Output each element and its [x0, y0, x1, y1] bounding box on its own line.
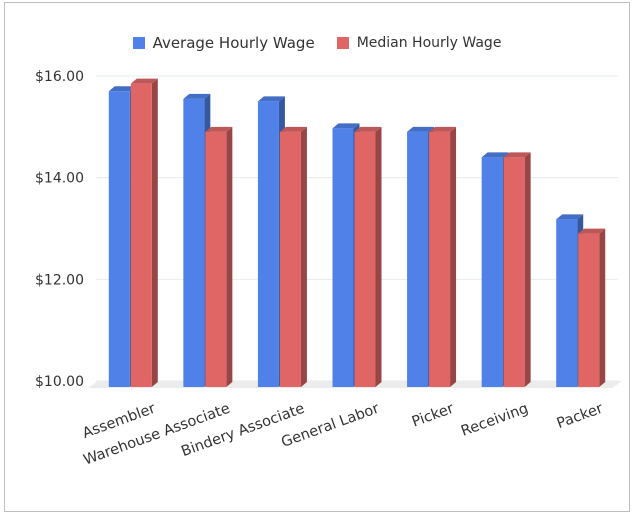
bar-top	[130, 78, 158, 84]
bar	[578, 233, 600, 387]
bar-top	[503, 152, 531, 158]
bar	[354, 131, 376, 387]
bar-top	[257, 96, 285, 102]
bar	[279, 131, 301, 387]
x-tick-label: Receiving	[459, 401, 531, 440]
bar	[556, 219, 578, 387]
legend-label-median: Median Hourly Wage	[356, 35, 502, 51]
legend-item-average[interactable]: Average Hourly Wage	[132, 34, 315, 52]
legend-item-median[interactable]: Median Hourly Wage	[336, 35, 502, 51]
x-axis-labels: Assembler Warehouse Associate Bindery As…	[81, 401, 606, 469]
bar-side	[300, 126, 307, 388]
bar-top	[407, 126, 435, 132]
bar-top	[481, 152, 509, 158]
bar-side	[151, 78, 158, 387]
legend-swatch-average	[132, 37, 145, 49]
bar-top	[556, 214, 584, 220]
bar	[257, 101, 279, 388]
bar-side	[375, 126, 382, 388]
bar-top	[578, 228, 606, 234]
bar-side	[599, 228, 606, 387]
bar	[481, 157, 503, 387]
bar	[130, 83, 152, 387]
bar-top	[354, 126, 382, 132]
legend-label-average: Average Hourly Wage	[152, 34, 315, 52]
bar	[205, 131, 227, 387]
bar-top	[183, 93, 211, 99]
bar-side	[450, 126, 457, 388]
bars	[108, 78, 606, 388]
bar	[407, 131, 429, 387]
bar	[503, 157, 525, 387]
bar	[108, 91, 130, 387]
bar-side	[524, 152, 531, 387]
bar-top	[429, 126, 457, 132]
bar-side	[226, 126, 233, 388]
y-tick-label: $16.00	[35, 69, 84, 85]
bar	[429, 131, 451, 387]
y-axis-ticks: $10.00 $12.00 $14.00 $16.00	[35, 69, 84, 390]
y-tick-label: $12.00	[35, 272, 84, 288]
x-tick-label: Packer	[555, 401, 605, 432]
bar-top	[279, 126, 307, 132]
y-tick-label: $10.00	[35, 374, 84, 390]
y-tick-label: $14.00	[35, 171, 84, 187]
bar-top	[332, 123, 360, 129]
bar	[183, 98, 205, 387]
x-tick-label: Picker	[410, 401, 456, 431]
chart-legend: Average Hourly Wage Median Hourly Wage	[0, 34, 634, 52]
bar	[332, 128, 354, 387]
bar-top	[205, 126, 233, 132]
legend-swatch-median	[336, 37, 349, 49]
x-tick-label: Bindery Associate	[179, 401, 307, 460]
bar-top	[108, 86, 136, 92]
